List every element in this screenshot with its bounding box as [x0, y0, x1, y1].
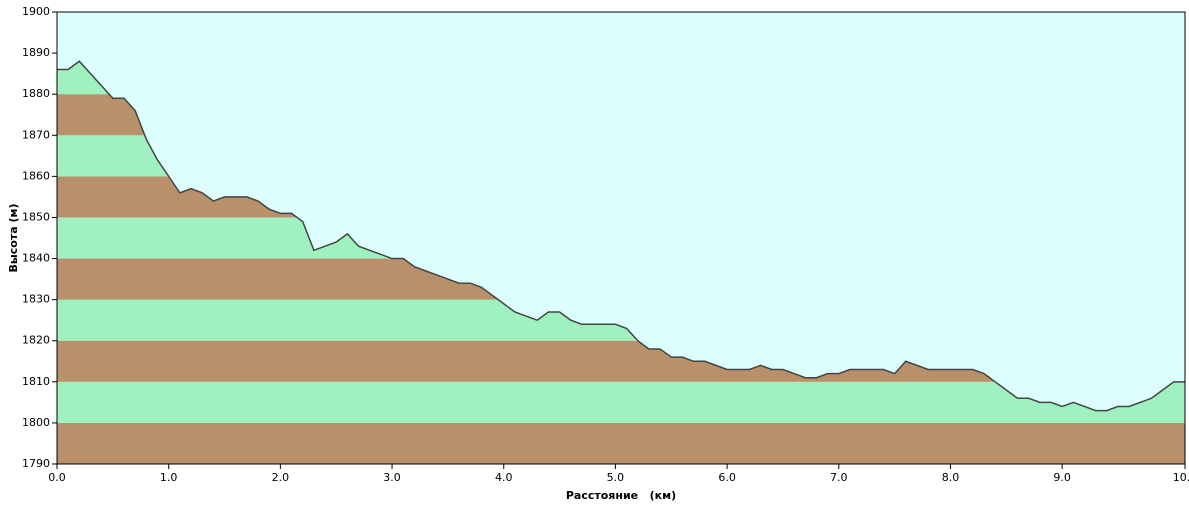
plot-frame — [56, 11, 1186, 465]
band — [57, 381, 1185, 423]
y-tick-label: 1810 — [22, 375, 50, 388]
x-tick-label: 0.0 — [48, 471, 66, 484]
y-tick-label: 1790 — [22, 457, 50, 470]
x-tick-label: 4.0 — [495, 471, 513, 484]
band — [57, 422, 1185, 464]
y-tick-label: 1850 — [22, 210, 50, 223]
x-tick-label: 9.0 — [1053, 471, 1071, 484]
y-tick-label: 1840 — [22, 252, 50, 265]
x-tick-label: 2.0 — [272, 471, 290, 484]
y-tick-label: 1890 — [22, 46, 50, 59]
x-tick-label: 6.0 — [718, 471, 736, 484]
x-tick-label: 8.0 — [942, 471, 960, 484]
elevation-line — [57, 60, 1185, 412]
y-tick-label: 1900 — [22, 5, 50, 18]
x-axis-label: Расстояние (км) — [566, 489, 676, 502]
y-tick-label: 1820 — [22, 334, 50, 347]
x-tick-label: 3.0 — [383, 471, 401, 484]
y-tick-label: 1800 — [22, 416, 50, 429]
y-tick-label: 1830 — [22, 293, 50, 306]
y-tick-label: 1860 — [22, 169, 50, 182]
y-tick-label: 1870 — [22, 128, 50, 141]
x-tick-label: 1.0 — [160, 471, 178, 484]
y-tick-label: 1880 — [22, 87, 50, 100]
x-tick-label: 10.1 — [1173, 471, 1189, 484]
x-tick-label: 7.0 — [830, 471, 848, 484]
y-axis-label: Высота (м) — [7, 203, 20, 272]
x-tick-label: 5.0 — [607, 471, 625, 484]
